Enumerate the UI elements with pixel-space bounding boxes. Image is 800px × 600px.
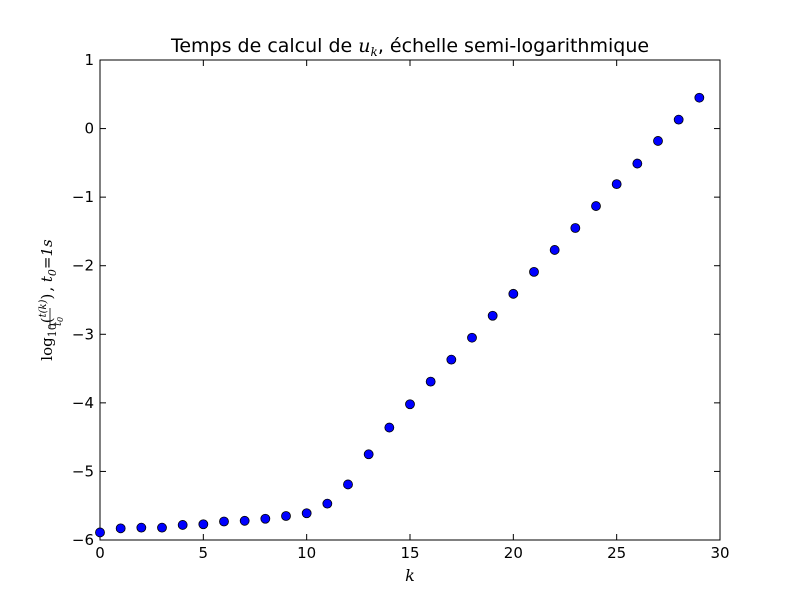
data-point <box>694 92 705 103</box>
data-point <box>405 399 415 410</box>
y-tick-label: −2 <box>72 257 94 275</box>
svg-text:t0: t0 <box>53 317 65 326</box>
chart-title: Temps de calcul de uk, échelle semi-loga… <box>170 35 649 59</box>
data-point <box>611 179 622 190</box>
data-series <box>95 92 705 538</box>
y-label-fn: log <box>38 337 56 361</box>
x-tick-label: 30 <box>710 544 729 562</box>
x-tick-label: 15 <box>400 544 419 562</box>
y-label-t0-sub: 0 <box>46 269 59 276</box>
y-label-comma: , <box>38 282 56 292</box>
plot-area-frame <box>99 59 721 541</box>
data-point <box>549 245 560 255</box>
y-label-frac-den-main: t <box>53 321 64 326</box>
y-label-t0-value: =1s <box>38 239 56 269</box>
data-point <box>136 522 147 533</box>
data-point <box>260 513 271 524</box>
x-tick-label: 0 <box>95 544 105 562</box>
data-point <box>529 266 539 277</box>
title-math-main: u <box>358 35 370 57</box>
data-point <box>322 498 333 509</box>
y-tick-label: −5 <box>72 462 94 480</box>
y-label-t0-main: t <box>38 275 56 282</box>
data-point <box>425 376 436 387</box>
data-point <box>343 479 353 490</box>
data-point <box>198 519 209 530</box>
data-point <box>177 520 188 530</box>
data-point <box>281 511 291 521</box>
x-tick-label: 20 <box>504 544 523 562</box>
data-point <box>363 449 374 460</box>
y-axis-label: log10(t(k)), t0=1s t0 <box>38 239 65 361</box>
data-point <box>653 136 663 146</box>
y-tick-label: 1 <box>84 51 94 69</box>
y-axis-ticks: 1 0 −1 −2 −3 −4 −5 −6 <box>72 51 720 549</box>
data-point <box>591 201 601 211</box>
y-label-open-paren: ( <box>38 317 56 323</box>
data-point <box>570 223 581 233</box>
data-point <box>673 114 684 125</box>
data-point <box>508 288 519 299</box>
y-label-frac-den-sub: 0 <box>56 317 65 322</box>
x-axis-label: k <box>405 566 415 585</box>
data-point <box>487 310 498 321</box>
y-label-fn-sub: 10 <box>46 323 59 337</box>
y-tick-label: −3 <box>72 325 94 343</box>
x-tick-label: 25 <box>607 544 626 562</box>
y-tick-label: −4 <box>72 394 94 412</box>
data-point <box>95 527 105 538</box>
data-point <box>632 158 643 169</box>
y-label-close-paren: ) <box>38 294 56 300</box>
data-point <box>301 508 312 519</box>
y-tick-label: 0 <box>84 120 94 138</box>
title-suffix: , échelle semi-logarithmique <box>378 35 649 57</box>
data-point <box>384 422 395 433</box>
data-point <box>467 332 477 343</box>
y-label-frac-num: t(k) <box>38 299 49 317</box>
y-tick-label: −6 <box>72 531 94 549</box>
x-axis-ticks: 0 5 10 15 20 25 30 <box>95 60 730 562</box>
title-math-sub: k <box>371 45 378 59</box>
data-point <box>446 354 457 365</box>
svg-text:log10(t(k)), t0=1s: log10(t(k)), t0=1s <box>38 239 59 361</box>
data-point <box>157 522 167 533</box>
data-point <box>219 516 229 527</box>
data-point <box>115 523 126 534</box>
x-tick-label: 10 <box>297 544 316 562</box>
y-tick-label: −1 <box>72 188 94 206</box>
data-point <box>239 515 250 526</box>
x-tick-label: 5 <box>199 544 209 562</box>
title-prefix: Temps de calcul de <box>170 35 358 57</box>
